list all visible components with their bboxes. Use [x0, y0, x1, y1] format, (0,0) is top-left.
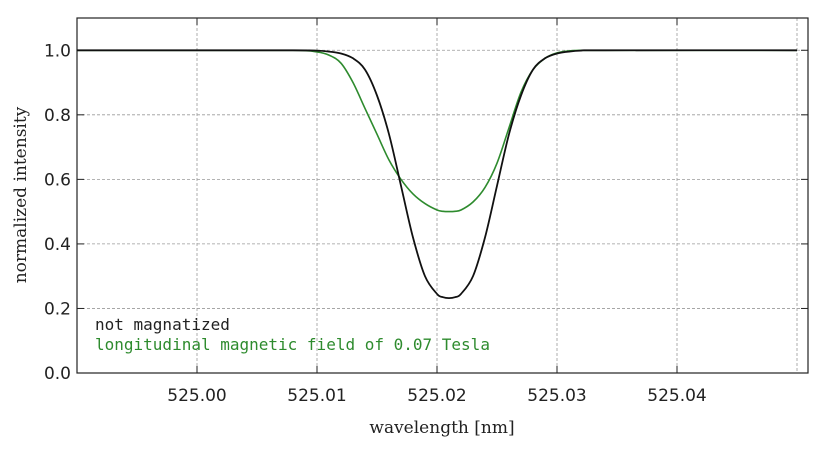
x-axis-label: wavelength [nm]: [369, 418, 514, 438]
tick-labels: 525.00 525.01 525.02 525.03 525.04 0.0 0.2 0.4 0…: [44, 41, 707, 406]
plot-frame: [76, 17, 809, 374]
y-tick-label: 0.2: [44, 299, 71, 319]
x-tick-label: 525.01: [287, 386, 346, 406]
legend-entry-magnetic-field: longitudinal magnetic field of 0.07 Tesl…: [95, 335, 490, 354]
y-tick-label: 0.0: [44, 364, 71, 384]
series-line-not-magnatized: [77, 49, 798, 299]
y-axis-label: normalized intensity: [11, 106, 31, 283]
y-tick-label: 1.0: [44, 41, 71, 61]
y-tick-label: 0.4: [44, 235, 71, 255]
legend-entry-not-magnatized: not magnatized: [95, 315, 230, 334]
y-tick-label: 0.6: [44, 170, 71, 190]
x-tick-label: 525.00: [167, 386, 226, 406]
series-layer: [77, 49, 798, 299]
y-tick-label: 0.8: [44, 106, 71, 126]
x-tick-label: 525.03: [527, 386, 586, 406]
x-tick-label: 525.02: [407, 386, 466, 406]
x-tick-label: 525.04: [647, 386, 706, 406]
grid: [77, 18, 808, 373]
